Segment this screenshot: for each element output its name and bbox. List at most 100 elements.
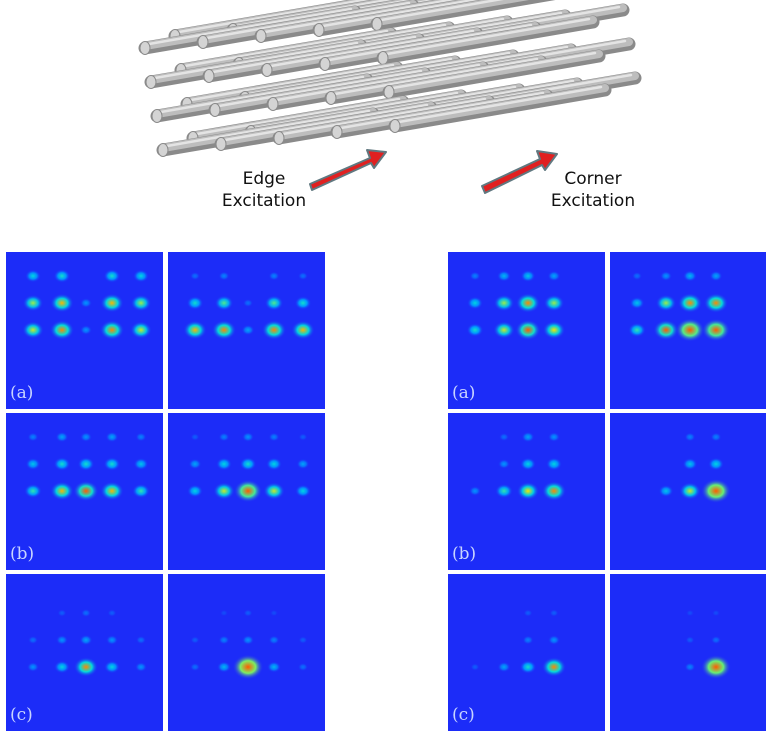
- intensity-spot: [80, 298, 92, 308]
- panel-tag: (b): [10, 544, 35, 564]
- intensity-spot: [50, 293, 74, 313]
- waveguide-rod: [382, 49, 606, 99]
- intensity-spot: [73, 480, 99, 502]
- intensity-spot: [541, 657, 567, 677]
- intensity-map: [469, 431, 567, 501]
- edge-label-line-1: Edge: [242, 169, 286, 189]
- intensity-spot: [22, 321, 44, 339]
- intensity-spot: [211, 320, 237, 340]
- edge-excitation-arrow: [309, 149, 387, 191]
- intensity-spot: [515, 319, 541, 341]
- panel-tag: (b): [452, 544, 477, 564]
- intensity-spot: [521, 431, 535, 443]
- intensity-spot: [105, 431, 119, 443]
- intensity-map: [470, 609, 567, 677]
- intensity-map: [22, 269, 152, 340]
- intensity-spot: [548, 432, 560, 442]
- intensity-spot: [498, 432, 510, 442]
- intensity-spot: [520, 270, 536, 282]
- intensity-spot: [55, 431, 69, 443]
- intensity-spot: [679, 482, 701, 500]
- intensity-spot: [682, 458, 698, 470]
- intensity-spot: [24, 483, 42, 499]
- intensity-spot: [80, 608, 92, 618]
- intensity-spot: [267, 661, 281, 673]
- intensity-spot: [297, 271, 309, 281]
- waveguide-rod: [376, 15, 600, 65]
- corner-excitation-arrow: [481, 150, 558, 194]
- corner-label-line-2: Excitation: [550, 191, 636, 211]
- intensity-spot: [298, 433, 308, 441]
- intensity-spot: [675, 318, 705, 342]
- edge-panel: (b): [6, 413, 163, 570]
- intensity-spot: [493, 294, 515, 312]
- intensity-spot: [498, 459, 510, 469]
- intensity-spot: [49, 320, 75, 340]
- intensity-map: [189, 609, 309, 680]
- waveguide-rod-array: [138, 0, 642, 157]
- intensity-spot: [189, 271, 201, 281]
- intensity-spot: [190, 636, 200, 644]
- edge-label-line-2: Excitation: [221, 191, 307, 211]
- intensity-spot: [701, 318, 731, 342]
- intensity-spot: [213, 482, 235, 500]
- intensity-spot: [190, 433, 200, 441]
- intensity-spot: [685, 636, 695, 644]
- panel-tag: (c): [452, 705, 475, 725]
- intensity-spot: [469, 486, 481, 496]
- edge-panel: [168, 252, 325, 409]
- intensity-map: [658, 432, 731, 504]
- intensity-spot: [701, 654, 731, 680]
- intensity-spot: [497, 270, 511, 282]
- intensity-spot: [135, 432, 147, 442]
- intensity-spot: [295, 484, 311, 498]
- intensity-spot: [549, 609, 559, 617]
- intensity-spot: [467, 296, 483, 310]
- intensity-spot: [135, 635, 147, 645]
- intensity-spot: [27, 635, 39, 645]
- intensity-spot: [183, 320, 207, 340]
- intensity-map: [466, 270, 566, 341]
- intensity-spot: [703, 293, 729, 313]
- intensity-spot: [685, 609, 695, 617]
- corner-panel: [610, 574, 766, 731]
- intensity-spot: [269, 609, 279, 617]
- intensity-spot: [218, 432, 230, 442]
- intensity-spot: [214, 295, 234, 311]
- intensity-spot: [653, 319, 679, 341]
- intensity-spot: [54, 660, 70, 674]
- corner-excitation-label: Corner Excitation: [543, 168, 643, 212]
- intensity-spot: [25, 458, 41, 470]
- intensity-spot: [216, 457, 232, 471]
- intensity-spot: [217, 661, 231, 673]
- intensity-spot: [57, 609, 67, 617]
- intensity-spot: [187, 484, 203, 498]
- intensity-spot: [519, 660, 537, 674]
- edge-excitation-label: Edge Excitation: [214, 168, 314, 212]
- intensity-spot: [541, 481, 567, 501]
- intensity-spot: [297, 662, 309, 672]
- intensity-spot: [218, 271, 230, 281]
- intensity-spot: [708, 457, 724, 471]
- intensity-spot: [296, 458, 310, 470]
- intensity-spot: [497, 661, 511, 673]
- intensity-spot: [73, 657, 99, 677]
- corner-panel: (c): [448, 574, 605, 731]
- intensity-map: [684, 609, 731, 680]
- waveguide-rod: [370, 0, 556, 31]
- intensity-spot: [469, 271, 481, 281]
- intensity-map: [628, 270, 731, 342]
- intensity-spot: [701, 478, 731, 504]
- panel-tag: (a): [10, 383, 34, 403]
- intensity-spot: [232, 654, 264, 680]
- intensity-spot: [542, 320, 566, 340]
- intensity-spot: [103, 269, 121, 283]
- intensity-map: [187, 432, 311, 503]
- intensity-spot: [27, 432, 39, 442]
- intensity-spot: [660, 271, 672, 281]
- intensity-map: [183, 271, 315, 340]
- intensity-spot: [516, 481, 540, 501]
- excitation-arrows: [309, 149, 558, 194]
- intensity-map: [24, 431, 150, 502]
- intensity-spot: [522, 635, 534, 645]
